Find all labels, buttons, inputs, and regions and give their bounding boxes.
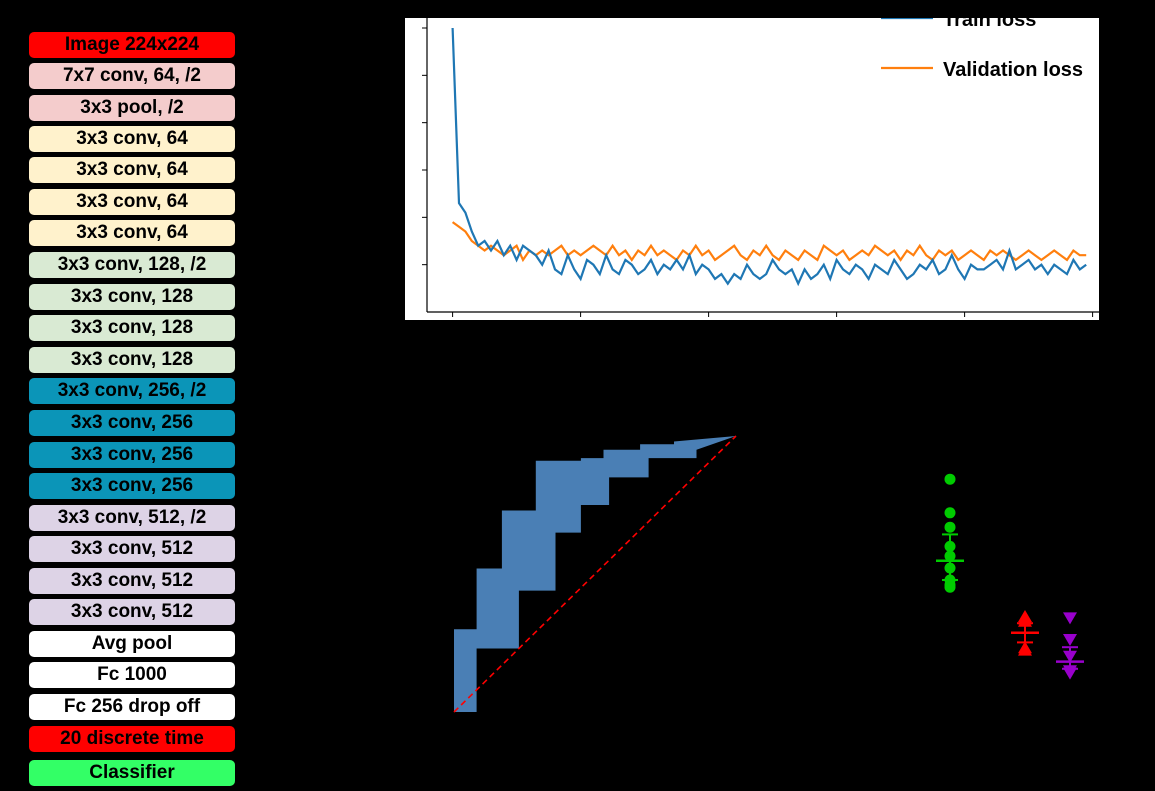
data-point xyxy=(944,540,956,552)
data-point xyxy=(1063,667,1077,680)
layer-box: 3x3 conv, 256, /2 xyxy=(29,378,235,404)
data-point xyxy=(944,581,956,593)
layer-box: 7x7 conv, 64, /2 xyxy=(29,63,235,89)
layer-box: 3x3 conv, 64 xyxy=(29,157,235,183)
layer-box: Fc 256 drop off xyxy=(29,694,235,720)
series-line xyxy=(451,221,1087,263)
layer-box: 3x3 conv, 128 xyxy=(29,347,235,373)
roc-chart-panel xyxy=(440,430,750,720)
layer-box: 3x3 conv, 256 xyxy=(29,473,235,499)
layer-box: 20 discrete time xyxy=(29,726,235,752)
layer-box: 3x3 conv, 64 xyxy=(29,189,235,215)
layer-box: 3x3 conv, 128 xyxy=(29,315,235,341)
chance-diagonal xyxy=(453,435,737,713)
data-point xyxy=(1063,650,1077,663)
layer-box: 3x3 conv, 64 xyxy=(29,220,235,246)
loss-chart: Train loss Validation loss xyxy=(422,18,1099,317)
scatter-chart-panel xyxy=(900,460,1100,700)
data-point xyxy=(1018,614,1032,627)
legend-label: Train loss xyxy=(943,18,1036,31)
layer-box: 3x3 pool, /2 xyxy=(29,95,235,121)
layer-box: Image 224x224 xyxy=(29,32,235,58)
data-point xyxy=(1063,634,1077,646)
legend-label: Validation loss xyxy=(943,59,1083,81)
layer-box: 3x3 conv, 256 xyxy=(29,442,235,468)
data-point xyxy=(944,473,956,485)
layer-box: Avg pool xyxy=(29,631,235,657)
layer-box: 3x3 conv, 128 xyxy=(29,284,235,310)
layer-box: 3x3 conv, 512 xyxy=(29,599,235,625)
layer-box: 3x3 conv, 512 xyxy=(29,568,235,594)
layer-box: 3x3 conv, 512 xyxy=(29,536,235,562)
layer-box: Classifier xyxy=(29,760,235,786)
series-line xyxy=(451,27,1087,287)
data-point xyxy=(944,507,956,519)
scatter-chart xyxy=(936,473,1084,680)
layer-box: Fc 1000 xyxy=(29,662,235,688)
data-point xyxy=(1018,643,1032,656)
confidence-band xyxy=(454,436,736,712)
roc-chart xyxy=(453,435,737,713)
layer-box: 3x3 conv, 512, /2 xyxy=(29,505,235,531)
data-point xyxy=(1063,612,1077,625)
layer-box: 3x3 conv, 128, /2 xyxy=(29,252,235,278)
data-point xyxy=(944,521,956,533)
data-point xyxy=(944,562,956,574)
layer-box: 3x3 conv, 256 xyxy=(29,410,235,436)
layer-box: 3x3 conv, 64 xyxy=(29,126,235,152)
loss-chart-panel: Train loss Validation loss xyxy=(405,18,1099,320)
data-point xyxy=(944,550,956,562)
